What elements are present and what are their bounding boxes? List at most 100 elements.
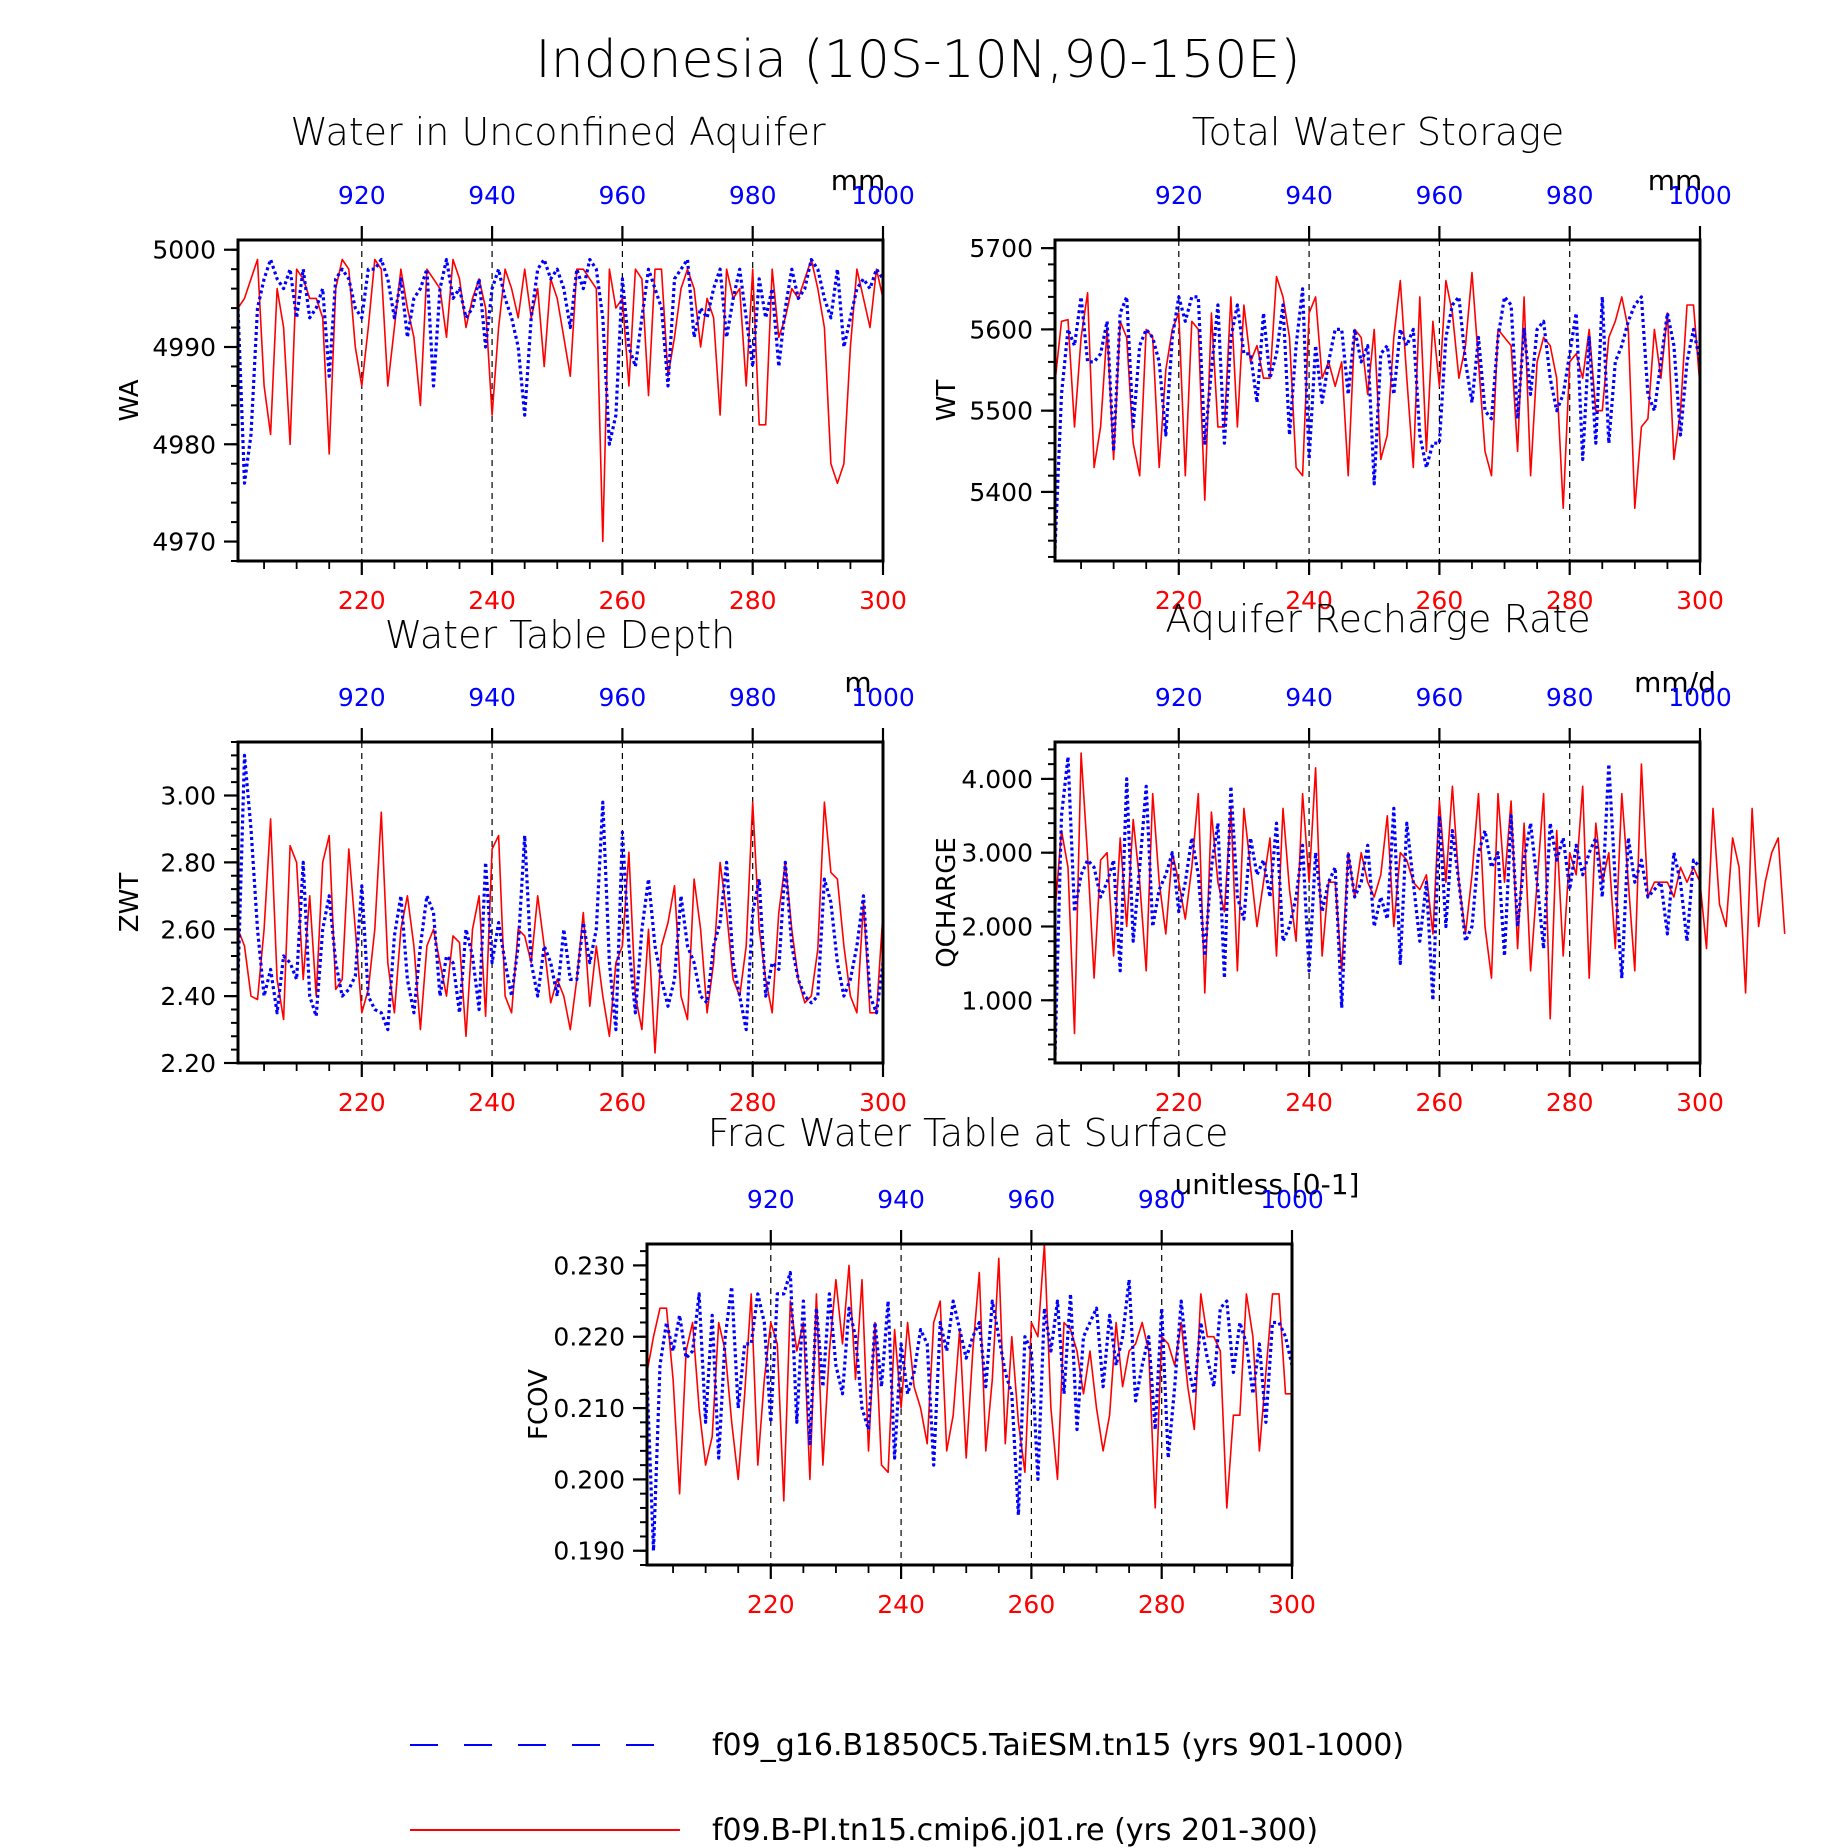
- x-bottom-tick-label: 260: [599, 586, 647, 615]
- chart-panel-5: Frac Water Table at Surface unitless [0-1…: [524, 1111, 1359, 1619]
- x-top-tick-label: 980: [1546, 181, 1594, 210]
- x-bottom-tick-label: 300: [1676, 586, 1724, 615]
- panel-title: Frac Water Table at Surface: [708, 1111, 1229, 1155]
- y-tick-label: 3.000: [961, 839, 1033, 868]
- series-line-red: [237, 258, 884, 543]
- x-top-tick-label: 960: [1008, 1185, 1056, 1214]
- y-tick-label: 0.200: [553, 1465, 625, 1494]
- x-bottom-tick-label: 220: [338, 586, 386, 615]
- series-line-blue: [236, 257, 885, 485]
- x-top-tick-label: 940: [468, 683, 516, 712]
- x-top-tick-label: 920: [338, 181, 386, 210]
- panel-title: Water in Unconfined Aquifer: [290, 110, 826, 154]
- x-top-tick-label: 940: [468, 181, 516, 210]
- plot-frame: [1053, 740, 1702, 1065]
- x-bottom-tick-label: 260: [599, 1088, 647, 1117]
- x-top-tick-label: 960: [599, 683, 647, 712]
- y-tick-label: 3.00: [160, 782, 216, 811]
- y-tick-label: 4980: [152, 430, 216, 459]
- y-tick-label: 2.000: [961, 912, 1033, 941]
- x-bottom-tick-label: 280: [729, 586, 777, 615]
- x-top-tick-label: 1000: [1668, 181, 1732, 210]
- y-tick-label: 5000: [152, 236, 216, 265]
- y-axis-label: FCOV: [524, 1369, 554, 1440]
- x-top-tick-label: 920: [338, 683, 386, 712]
- x-bottom-tick-label: 240: [1285, 586, 1333, 615]
- x-bottom-tick-label: 240: [468, 1088, 516, 1117]
- x-bottom-tick-label: 240: [877, 1590, 925, 1619]
- panel-title: Total Water Storage: [1192, 110, 1565, 154]
- x-top-tick-label: 980: [1138, 1185, 1186, 1214]
- x-top-tick-label: 980: [1546, 683, 1594, 712]
- y-tick-label: 1.000: [961, 986, 1033, 1015]
- y-axis-label: QCHARGE: [932, 837, 962, 968]
- figure-title: Indonesia (10S-10N,90-150E): [535, 30, 1300, 90]
- x-bottom-tick-label: 260: [1416, 1088, 1464, 1117]
- x-bottom-tick-label: 300: [1268, 1590, 1316, 1619]
- panel-title: Water Table Depth: [385, 613, 736, 657]
- units-label: m: [844, 666, 871, 699]
- y-tick-label: 5600: [969, 315, 1033, 344]
- x-top-tick-label: 940: [1285, 181, 1333, 210]
- y-tick-label: 2.40: [160, 982, 216, 1011]
- y-tick-label: 2.60: [160, 915, 216, 944]
- x-top-tick-label: 920: [1155, 683, 1203, 712]
- x-top-tick-label: 920: [1155, 181, 1203, 210]
- x-bottom-tick-label: 300: [1676, 1088, 1724, 1117]
- x-top-tick-label: 960: [1416, 181, 1464, 210]
- x-bottom-tick-label: 280: [729, 1088, 777, 1117]
- y-tick-label: 4990: [152, 333, 216, 362]
- legend-label-blue: f09_g16.B1850C5.TaiESM.tn15 (yrs 901-100…: [712, 1728, 1404, 1763]
- series-line-red: [237, 801, 884, 1054]
- series-line-blue: [236, 753, 885, 1032]
- plot-frame: [236, 740, 885, 1065]
- legend-label-red: f09.B-PI.tn15.cmip6.j01.re (yrs 201-300): [712, 1813, 1318, 1848]
- x-top-tick-label: 1000: [1260, 1185, 1324, 1214]
- series-line-red: [1054, 271, 1701, 510]
- x-bottom-tick-label: 220: [1155, 586, 1203, 615]
- panels: Water in Unconfined AquifermmWA497049804…: [115, 110, 1786, 1619]
- x-top-tick-label: 1000: [1668, 683, 1732, 712]
- x-bottom-tick-label: 280: [1138, 1590, 1186, 1619]
- y-tick-label: 4970: [152, 528, 216, 557]
- units-label: unitless [0-1]: [1175, 1168, 1360, 1201]
- y-tick-label: 0.190: [553, 1537, 625, 1566]
- y-axis-label: WT: [932, 380, 962, 422]
- series-line-blue: [1053, 287, 1702, 549]
- x-bottom-tick-label: 260: [1416, 586, 1464, 615]
- series-line-blue: [645, 1270, 1294, 1553]
- plot-frame: [1053, 238, 1702, 563]
- series-line-red: [1054, 752, 1786, 1035]
- x-top-tick-label: 960: [1416, 683, 1464, 712]
- x-bottom-tick-label: 220: [1155, 1088, 1203, 1117]
- plot-frame: [236, 238, 885, 563]
- x-bottom-tick-label: 280: [1546, 1088, 1594, 1117]
- x-bottom-tick-label: 280: [1546, 586, 1594, 615]
- units-label: mm/d: [1634, 666, 1716, 699]
- plot-frame: [645, 1242, 1294, 1567]
- x-top-tick-label: 940: [1285, 683, 1333, 712]
- chart-panel-2: Total Water Storage mm WT 5400 5500 5600 5700 2…: [932, 110, 1732, 615]
- y-tick-label: 4.000: [961, 765, 1033, 794]
- x-top-tick-label: 980: [729, 683, 777, 712]
- y-tick-label: 5500: [969, 397, 1033, 426]
- x-bottom-tick-label: 260: [1008, 1590, 1056, 1619]
- units-label: mm: [831, 164, 886, 197]
- x-top-tick-label: 1000: [851, 181, 915, 210]
- y-tick-label: 0.220: [553, 1323, 625, 1352]
- panel-title: Aquifer Recharge Rate: [1165, 597, 1590, 641]
- x-top-tick-label: 980: [729, 181, 777, 210]
- legend: f09_g16.B1850C5.TaiESM.tn15 (yrs 901-100…: [410, 1728, 1404, 1848]
- x-bottom-tick-label: 300: [859, 1088, 907, 1117]
- y-tick-label: 2.80: [160, 848, 216, 877]
- y-axis-label: WA: [115, 379, 145, 421]
- x-bottom-tick-label: 240: [1285, 1088, 1333, 1117]
- units-label: mm: [1648, 164, 1703, 197]
- y-tick-label: 5700: [969, 234, 1033, 263]
- x-top-tick-label: 920: [747, 1185, 795, 1214]
- x-top-tick-label: 960: [599, 181, 647, 210]
- y-axis-label: ZWT: [115, 873, 145, 933]
- x-bottom-tick-label: 300: [859, 586, 907, 615]
- x-bottom-tick-label: 220: [338, 1088, 386, 1117]
